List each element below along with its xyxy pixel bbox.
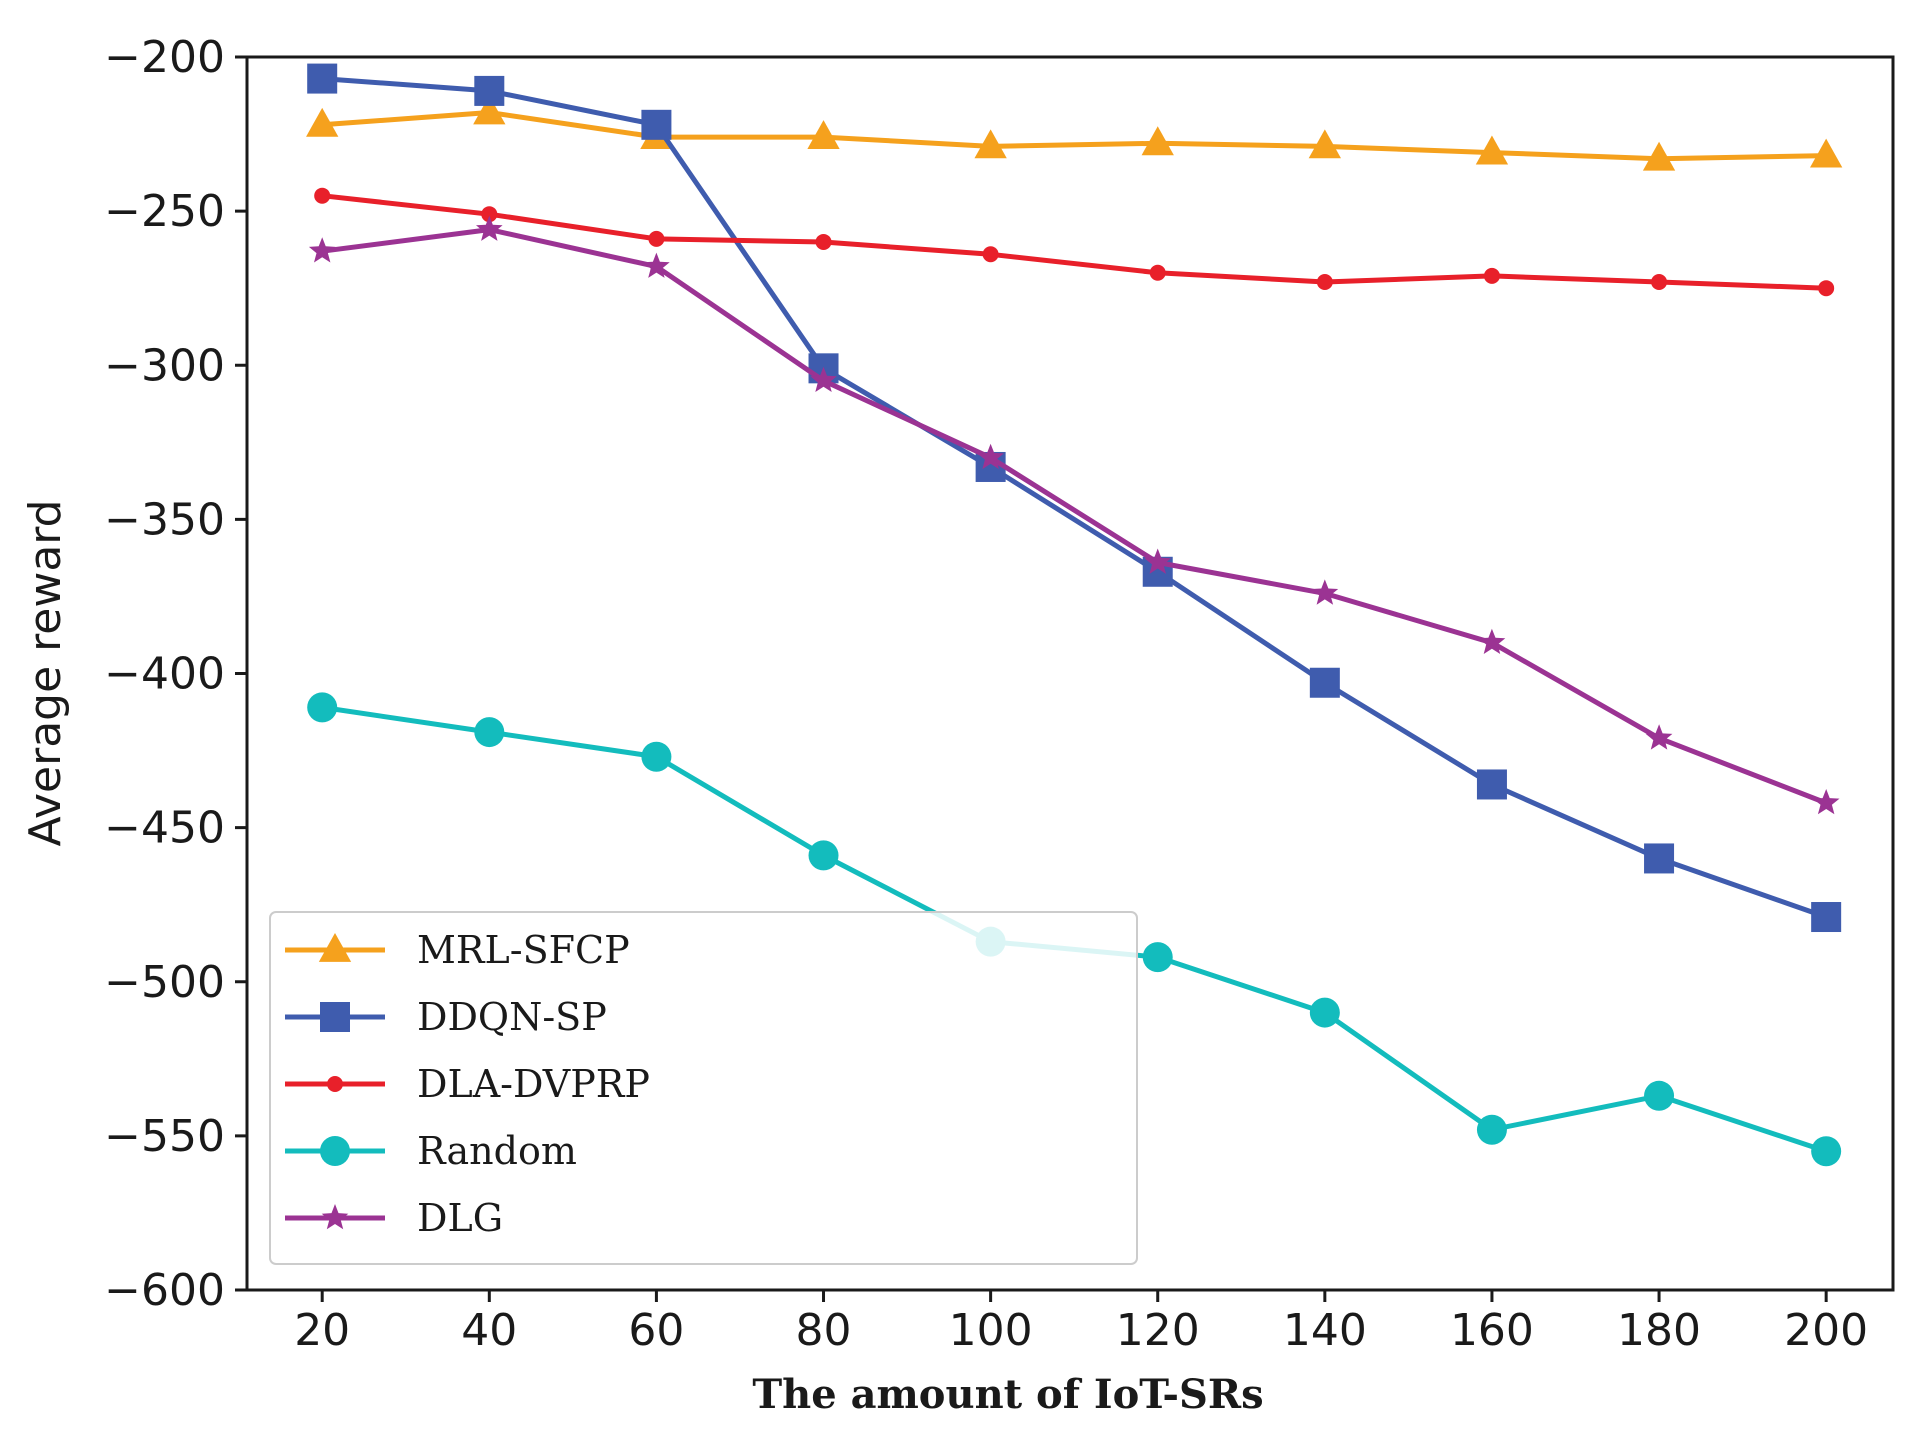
square-marker: [474, 75, 505, 106]
triangle-marker: [306, 107, 339, 137]
dot-marker: [327, 1076, 343, 1092]
y-tick-label: −250: [104, 186, 225, 237]
triangle-marker: [974, 129, 1007, 159]
square-marker: [1644, 843, 1675, 874]
circle-marker: [1644, 1080, 1675, 1111]
dot-marker: [1483, 267, 1500, 284]
x-tick-label: 80: [796, 1305, 852, 1356]
dot-marker: [1316, 274, 1333, 291]
legend-item: DLA-DVPRP: [285, 1062, 650, 1106]
star-marker: [1478, 628, 1506, 654]
star-marker: [321, 1204, 349, 1230]
triangle-marker: [807, 120, 840, 150]
triangle-marker: [1642, 141, 1676, 171]
star-marker: [476, 215, 503, 241]
y-tick-label: −500: [104, 957, 225, 1008]
ticks-layer: 20 40 60 80 100 120 140 160 180 200 −200 −250 −300 −3…: [104, 32, 1868, 1356]
circle-marker: [1811, 1136, 1842, 1167]
legend-label: DLG: [417, 1196, 503, 1240]
circle-marker: [641, 741, 672, 772]
legend-label: DDQN-SP: [417, 995, 607, 1039]
legend-label: Random: [417, 1129, 577, 1173]
y-tick-label: −200: [104, 32, 225, 83]
series-mrl-sfcp: [306, 95, 1843, 171]
y-tick-label: −450: [104, 803, 225, 854]
legend-item: MRL-SFCP: [285, 928, 630, 972]
circle-marker: [307, 692, 338, 723]
x-tick-label: 120: [1116, 1305, 1200, 1356]
dot-marker: [982, 246, 999, 263]
dot-marker: [481, 206, 498, 223]
series-line: [322, 110, 1827, 162]
x-tick-label: 100: [949, 1305, 1033, 1356]
x-axis-label: The amount of IoT-SRs: [752, 1371, 1263, 1418]
legend-item: DDQN-SP: [285, 995, 607, 1039]
circle-marker: [1142, 942, 1173, 973]
triangle-marker: [1810, 138, 1843, 168]
y-tick-label: −400: [104, 649, 225, 700]
series-ddqn-sp: [307, 63, 1842, 933]
legend-label: MRL-SFCP: [417, 928, 630, 972]
legend-item: Random: [285, 1129, 577, 1173]
triangle-marker: [1308, 129, 1341, 159]
x-tick-label: 160: [1450, 1305, 1534, 1356]
x-tick-label: 20: [294, 1305, 350, 1356]
star-marker: [810, 366, 837, 392]
triangle-marker: [1475, 135, 1509, 165]
y-tick-label: −300: [104, 340, 225, 391]
dot-marker: [1651, 274, 1668, 291]
series-dla-dvprp: [314, 187, 1835, 297]
triangle-marker: [473, 95, 506, 125]
dot-marker: [1149, 264, 1166, 281]
circle-marker: [1476, 1114, 1507, 1145]
square-marker: [1476, 769, 1507, 800]
y-axis-label: Average reward: [20, 499, 71, 846]
square-marker: [1811, 902, 1842, 933]
circle-marker: [1309, 997, 1340, 1028]
y-tick-label: −600: [104, 1265, 225, 1316]
circle-marker: [808, 840, 839, 871]
legend-box: [269, 911, 1138, 1265]
dot-marker: [314, 187, 331, 204]
star-marker: [1812, 789, 1840, 815]
star-marker: [1144, 548, 1171, 574]
triangle-marker: [318, 933, 352, 962]
y-tick-label: −350: [104, 494, 225, 545]
x-tick-label: 140: [1283, 1305, 1367, 1356]
legend: MRL-SFCP DDQN-SP DLA-DVPRP Random DLG: [269, 911, 1138, 1265]
star-marker: [1311, 579, 1339, 605]
star-marker: [643, 252, 670, 278]
x-tick-label: 180: [1617, 1305, 1701, 1356]
y-tick-label: −550: [104, 1111, 225, 1162]
triangle-marker: [1141, 126, 1174, 156]
legend-label: DLA-DVPRP: [417, 1062, 650, 1106]
series-line: [321, 193, 1827, 291]
dot-marker: [1818, 280, 1835, 297]
square-marker: [320, 1002, 350, 1032]
x-tick-label: 40: [461, 1305, 517, 1356]
square-marker: [641, 109, 672, 140]
square-marker: [307, 63, 338, 94]
star-marker: [977, 443, 1004, 470]
dot-marker: [648, 230, 665, 247]
series-dlg: [308, 215, 1840, 815]
x-tick-label: 200: [1784, 1305, 1868, 1356]
circle-marker: [474, 717, 505, 748]
square-marker: [1309, 667, 1340, 698]
x-tick-label: 60: [628, 1305, 684, 1356]
series-line: [321, 227, 1828, 806]
legend-item: DLG: [285, 1196, 503, 1240]
dot-marker: [815, 233, 832, 250]
circle-marker: [320, 1136, 350, 1166]
star-marker: [1645, 724, 1673, 750]
star-marker: [308, 237, 336, 263]
series-line: [322, 76, 1828, 920]
